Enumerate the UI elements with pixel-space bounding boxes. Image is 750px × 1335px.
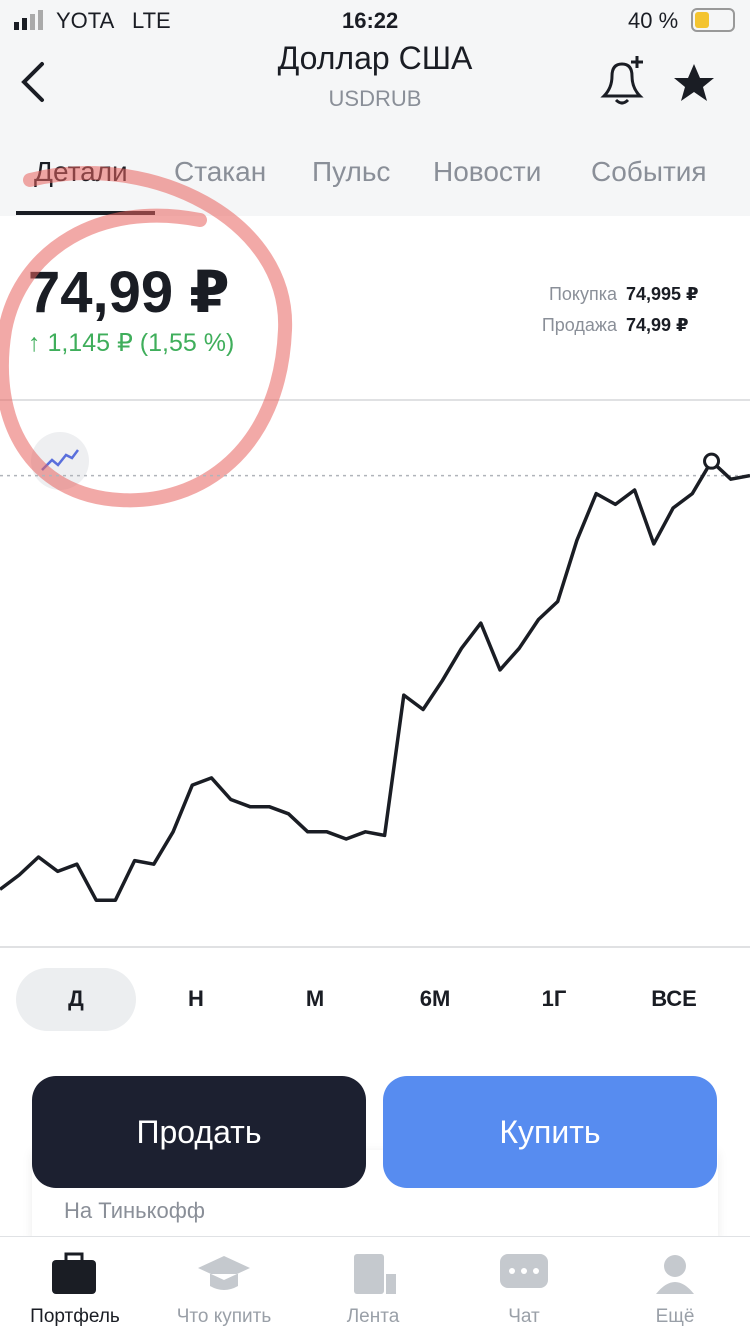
period[interactable]: 1Г [541,986,567,1011]
ask-label: Продажа [541,315,617,335]
account-label: На Тинькофф [64,1198,205,1223]
bid-label: Покупка [548,284,617,304]
battery-text: 40 % [628,8,679,33]
ask-value: 74,99 ₽ [626,315,689,335]
tab-icons [52,1252,694,1294]
bid-value: 74,995 ₽ [626,284,699,304]
price-line [0,459,750,902]
ticker: USDRUB [328,86,422,111]
tab[interactable]: События [591,156,707,187]
network: LTE [132,8,171,33]
buy-button[interactable]: Купить [383,1076,717,1188]
instrument-name: Доллар США [277,40,473,76]
sell-button[interactable]: Продать [32,1076,366,1188]
header-icons [14,8,735,215]
period[interactable]: Д [68,986,84,1011]
period[interactable]: ВСЕ [651,986,697,1011]
max-marker [703,452,721,470]
tab[interactable]: Новости [433,156,542,187]
nav-item[interactable]: Портфель [30,1306,120,1327]
tab[interactable]: Пульс [312,156,391,187]
carrier: YOTA [56,8,115,33]
nav-item[interactable]: Лента [346,1306,400,1327]
period[interactable]: М [305,986,325,1011]
nav-item[interactable]: Ещё [655,1306,695,1327]
period[interactable]: Н [188,986,204,1011]
period-selected [16,968,136,1031]
period[interactable]: 6М [419,986,451,1011]
nav-item[interactable]: Что купить [176,1306,272,1327]
price: 74,99 ₽ [28,260,230,325]
nav-item[interactable]: Чат [508,1306,540,1327]
clock: 16:22 [342,8,399,33]
price-change: ↑ 1,145 ₽ (1,55 %) [28,329,235,357]
tab[interactable]: Стакан [174,156,267,187]
